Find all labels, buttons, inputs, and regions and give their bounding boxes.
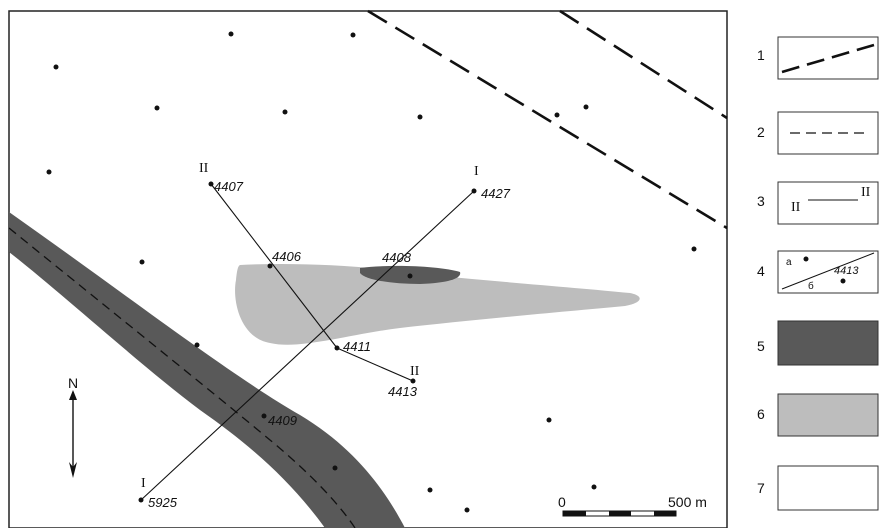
scale-end-label: 500 m [668,494,707,510]
north-arrow-tail-icon [69,462,77,478]
survey-point [554,112,560,118]
well-label: 4427 [481,186,511,201]
north-arrow-head-icon [69,390,77,400]
scale-bar-segment [654,511,676,516]
survey-point [139,259,145,265]
well-point [407,273,413,279]
survey-point [332,465,338,471]
survey-point [591,484,597,490]
well-point [410,378,416,384]
legend-number: 4 [757,263,765,279]
well-point [138,497,144,503]
profile-line-II-a [210,183,338,349]
wells [138,181,477,503]
legend-point-a [803,256,809,262]
well-point [208,181,214,187]
legend-box-1 [777,36,879,80]
well-point [261,413,267,419]
well-label: 4413 [388,384,418,399]
profile-II-label-start: II [199,161,209,176]
north-arrow: N [68,375,78,478]
legend-box-7 [777,465,879,511]
profile-line-I [140,190,475,501]
survey-point [691,246,697,252]
legend-profile-label-left: II [791,200,801,215]
survey-point [53,64,59,70]
scale-start-label: 0 [558,494,566,510]
profile-I-label-start: I [141,476,146,491]
legend-label-b: б [808,280,814,292]
legend-profile-label-right: II [861,185,871,200]
well-point [334,345,340,351]
survey-point [427,487,433,493]
scale-bar-segment [609,511,631,516]
well-label: 4407 [214,179,244,194]
well-label: 4409 [268,413,297,428]
legend-point-b [840,278,846,284]
legend-number: 7 [757,480,765,496]
well-label: 4408 [382,250,412,265]
legend-box-5 [777,320,879,366]
profile-II-label-end: II [410,364,420,379]
fault-line-ne-2 [559,9,728,120]
scale-bar: 0 500 m [558,494,707,517]
survey-point [546,417,552,423]
survey-point [417,114,423,120]
survey-point [154,105,160,111]
survey-point [464,507,470,513]
dark-band-body [9,212,405,528]
legend-box-3 [777,181,879,225]
survey-point [46,169,52,175]
fault-line-ne-1 [367,9,728,230]
legend-divider [781,252,875,290]
survey-point [194,342,200,348]
scale-bar-segment [563,511,586,516]
survey-point [350,32,356,38]
survey-point [583,104,589,110]
survey-point [282,109,288,115]
legend-number: 6 [757,406,765,422]
well-label: 4406 [272,249,302,264]
profile-I-label-end: I [474,164,479,179]
legend-number: 5 [757,338,765,354]
survey-point [228,31,234,37]
light-ore-body [235,264,640,345]
legend-label-a: а [786,257,792,268]
legend-symbol-fault [781,43,875,74]
well-label: 4411 [343,339,371,354]
fault-dashed-line-sw [8,227,356,528]
legend-well-label: 4413 [834,265,859,277]
legend-number: 3 [757,193,765,209]
legend: 1 2 3 II II 4 а б 4413 5 6 7 [757,36,879,511]
profile-line-II-b [336,347,414,382]
legend-number: 2 [757,124,765,140]
well-point [267,263,273,269]
north-label: N [68,375,78,391]
well-point [471,188,477,194]
legend-box-6 [777,393,879,437]
survey-points [46,31,697,513]
well-label: 5925 [148,495,178,510]
legend-number: 1 [757,47,765,63]
